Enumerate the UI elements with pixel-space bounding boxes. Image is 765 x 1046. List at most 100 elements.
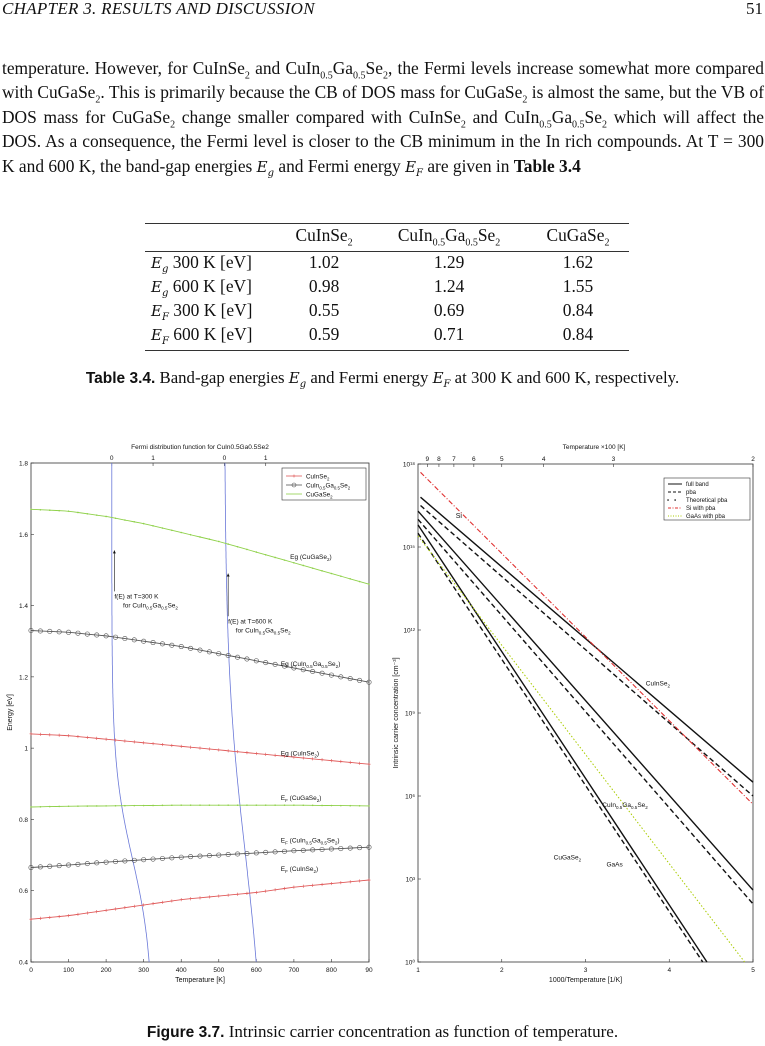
data-point	[29, 732, 33, 736]
data-point	[235, 851, 241, 857]
data-point	[179, 898, 183, 902]
data-point	[123, 906, 127, 910]
annotation-ef-cuingase2: EF (CuIn0.5Ga0.5Se2)	[281, 838, 340, 846]
table-bottom-rule	[145, 350, 629, 351]
data-point	[56, 629, 62, 635]
data-point	[349, 578, 352, 580]
data-point	[217, 540, 220, 543]
table-row-label: Eg 300 K [eV]	[151, 252, 252, 276]
page-header: CHAPTER 3. RESULTS AND DISCUSSION 51	[0, 0, 765, 22]
data-point	[85, 735, 89, 740]
data-point	[75, 630, 81, 636]
data-point	[114, 804, 117, 807]
annotation-eg-cugase2: Eg (CuGaSe2)	[290, 554, 332, 562]
data-point	[39, 508, 42, 511]
data-point	[189, 533, 192, 536]
data-point	[226, 893, 230, 897]
data-point	[103, 859, 109, 865]
data-point	[122, 636, 128, 642]
data-point	[48, 509, 51, 512]
data-point	[311, 757, 315, 761]
top-tick-label: 0	[223, 455, 227, 462]
data-point	[171, 804, 173, 807]
data-point	[310, 669, 316, 675]
data-point	[358, 879, 362, 883]
annotation-cuinse2: CuInSe2	[646, 680, 671, 688]
data-point	[152, 525, 154, 527]
y-tick-label: 10⁶	[405, 794, 415, 801]
data-point	[38, 732, 42, 736]
data-point	[310, 847, 316, 853]
top-tick-label: 1	[264, 455, 268, 462]
x-tick-label: 200	[101, 967, 112, 974]
data-point	[274, 804, 276, 806]
table-cell: 0.71	[433, 323, 465, 344]
annotation-cuingase2: CuIn0.5Ga0.5Se2	[602, 802, 648, 810]
data-point	[291, 848, 297, 854]
series-line	[30, 879, 370, 920]
data-point	[113, 634, 119, 640]
table-top-rule	[145, 223, 629, 224]
data-point	[48, 915, 52, 920]
data-point	[254, 890, 258, 895]
data-point	[178, 854, 184, 860]
y-tick-label: 10¹⁸	[403, 462, 415, 469]
data-point	[86, 805, 89, 807]
top-tick-label: 7	[452, 456, 456, 463]
x-tick-label: 0	[29, 967, 33, 974]
data-point	[113, 738, 118, 742]
data-point	[368, 583, 370, 585]
data-point	[348, 880, 352, 884]
table-caption: Table 3.4. Band-gap energies Eg and Ferm…	[85, 368, 680, 390]
y-tick-label: 1.2	[19, 674, 28, 681]
data-point	[169, 855, 175, 861]
data-point	[161, 804, 164, 807]
x-tick-label: 90	[365, 967, 373, 974]
data-point	[340, 575, 342, 577]
data-point	[367, 762, 371, 766]
data-point	[282, 886, 287, 891]
top-tick-label: 8	[437, 456, 441, 463]
legend-marker	[292, 474, 296, 478]
data-point	[301, 884, 305, 888]
legend-label: CuIn0.5Ga0.5Se2	[306, 482, 351, 490]
y-tick-label: 10⁹	[405, 711, 415, 718]
series-line	[30, 630, 370, 683]
y-tick-label: 0.8	[19, 817, 28, 824]
data-point	[319, 670, 325, 676]
data-point	[281, 848, 287, 854]
data-point	[253, 850, 259, 856]
legend-label: GaAs with pba	[686, 514, 726, 520]
data-point	[85, 911, 89, 915]
data-point	[227, 543, 229, 545]
data-point	[142, 741, 146, 745]
data-point	[208, 804, 211, 806]
page-number: 51	[746, 0, 763, 18]
data-point	[264, 804, 267, 806]
data-point	[328, 846, 334, 852]
series-line	[417, 532, 704, 963]
data-point	[178, 644, 184, 650]
data-point	[94, 632, 100, 638]
data-point	[235, 892, 240, 896]
data-point	[255, 551, 258, 553]
data-point	[66, 862, 72, 868]
data-point	[225, 652, 231, 658]
table-cell: 0.59	[308, 323, 340, 344]
data-point	[264, 553, 267, 556]
data-point	[253, 658, 259, 664]
data-point	[227, 804, 229, 806]
data-point	[151, 902, 155, 906]
y-tick-label: 10¹⁵	[403, 545, 415, 552]
x-axis-label: Temperature [K]	[175, 977, 225, 984]
data-point	[151, 742, 155, 746]
fe-300k-label: f(E) at T=300 K	[114, 593, 159, 600]
data-point	[216, 651, 222, 657]
y-tick-label: 1.6	[19, 532, 28, 539]
data-point	[206, 853, 212, 859]
series-line	[417, 524, 708, 963]
data-point	[58, 509, 60, 512]
data-point	[170, 899, 174, 903]
data-point	[366, 844, 372, 850]
table-header-row: CuInSe2 CuIn0.5Ga0.5Se2 CuGaSe2	[145, 224, 629, 248]
